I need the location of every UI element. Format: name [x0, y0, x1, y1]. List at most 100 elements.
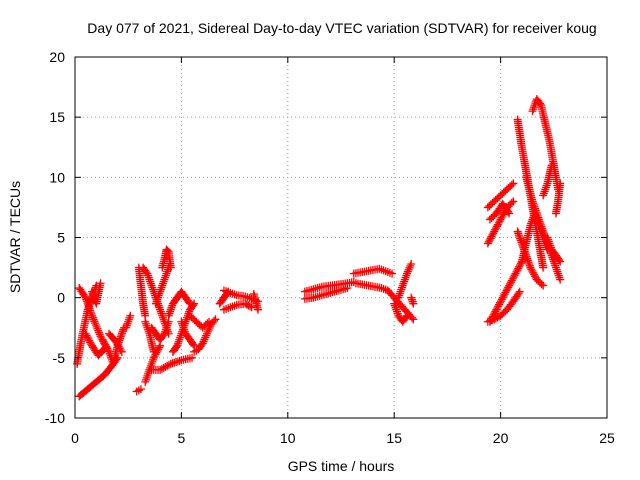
data-point [173, 341, 182, 350]
data-point [391, 303, 400, 312]
data-point [92, 322, 101, 331]
data-point [141, 375, 150, 384]
series-track-46 [551, 179, 565, 218]
data-point [210, 316, 219, 325]
data-point [491, 307, 500, 316]
data-point [146, 361, 155, 370]
data-point [94, 326, 103, 335]
y-tick-label: 5 [57, 230, 65, 246]
data-point [390, 299, 399, 308]
data-point [528, 107, 537, 116]
data-point [527, 219, 536, 228]
data-point [161, 325, 170, 334]
data-point [93, 324, 102, 333]
data-point [246, 302, 255, 311]
data-point [157, 364, 166, 373]
data-point [529, 268, 538, 277]
data-point [204, 325, 213, 334]
data-point [499, 210, 508, 219]
data-point [159, 363, 168, 372]
data-point [84, 334, 93, 343]
data-point [91, 321, 100, 330]
data-point [401, 273, 410, 282]
data-point [254, 305, 263, 314]
data-point [510, 271, 519, 280]
data-point [492, 305, 501, 314]
data-point [550, 259, 559, 268]
data-point [158, 313, 167, 322]
series-track-17 [164, 287, 194, 320]
data-point [98, 335, 107, 344]
data-point [507, 198, 516, 207]
data-point [152, 297, 161, 306]
x-tick-label: 5 [178, 430, 186, 446]
data-point [526, 221, 535, 230]
data-point [555, 256, 564, 265]
data-point [507, 276, 516, 285]
data-point [556, 179, 565, 188]
data-point [406, 261, 415, 270]
data-point [156, 307, 165, 316]
data-point [168, 301, 177, 310]
data-point [185, 307, 194, 316]
series-track-9 [132, 385, 145, 396]
data-point [161, 273, 170, 282]
data-point [486, 234, 495, 243]
data-point [151, 299, 160, 308]
data-point [159, 331, 168, 340]
series-track-42 [513, 227, 548, 290]
data-point [497, 295, 506, 304]
x-tick-labels: 0 5 10 15 20 25 [71, 430, 615, 446]
data-point [398, 281, 407, 290]
data-point [504, 207, 513, 216]
data-point [508, 274, 517, 283]
data-point [490, 227, 499, 236]
data-point [515, 287, 524, 296]
series-track-25 [215, 287, 233, 308]
grid-lines [75, 57, 607, 418]
data-point [392, 305, 401, 314]
data-point [172, 343, 181, 352]
data-point [198, 339, 207, 348]
data-point [541, 185, 550, 194]
data-point [153, 293, 162, 302]
data-point [394, 293, 403, 302]
data-point [396, 287, 405, 296]
data-point [401, 313, 410, 322]
data-point [153, 295, 162, 304]
series-track-22 [185, 311, 214, 332]
data-point [103, 344, 112, 353]
data-point [144, 271, 153, 280]
data-point [489, 229, 498, 238]
data-point [159, 277, 168, 286]
data-point [122, 321, 131, 330]
data-point [180, 327, 189, 336]
series-track-27 [300, 278, 358, 296]
data-point [224, 287, 233, 296]
series-track-32 [390, 299, 411, 326]
data-point [143, 371, 152, 380]
series-track-39 [485, 199, 514, 224]
series-track-28 [300, 284, 352, 303]
data-point [484, 237, 493, 246]
data-point [149, 347, 158, 356]
data-point [343, 284, 352, 293]
data-point [83, 333, 92, 342]
data-point [551, 263, 560, 272]
data-point [122, 323, 131, 332]
data-point [544, 237, 553, 246]
data-point [393, 307, 402, 316]
data-point [513, 266, 522, 275]
data-point [87, 340, 96, 349]
data-point [80, 292, 89, 301]
data-point [511, 269, 520, 278]
data-point [190, 299, 199, 308]
data-point [499, 291, 508, 300]
data-point [528, 267, 537, 276]
data-point [223, 289, 232, 298]
data-point [156, 305, 165, 314]
data-point [553, 267, 562, 276]
data-point [498, 212, 507, 221]
data-point [542, 181, 551, 190]
